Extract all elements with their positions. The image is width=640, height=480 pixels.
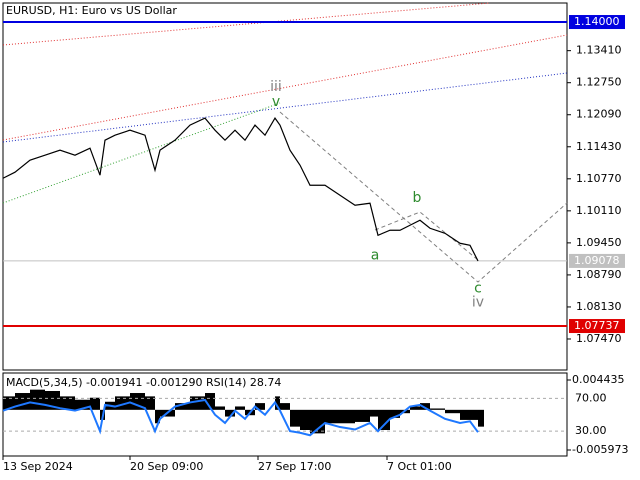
level-label-box — [569, 319, 625, 334]
wave-label: a — [371, 247, 380, 263]
macd-bar — [340, 409, 355, 424]
y-tick-label: 1.12090 — [576, 108, 622, 121]
level-label: 1.14000 — [574, 15, 620, 28]
y-tick-label: 1.08790 — [576, 268, 622, 281]
macd-bar — [225, 409, 235, 417]
macd-bar — [378, 409, 390, 431]
y-tick-label: 1.10770 — [576, 172, 622, 185]
y-tick-label: 0.004435 — [572, 373, 625, 386]
wave-label: iv — [472, 294, 484, 310]
macd-bar — [325, 409, 340, 424]
x-tick-label: 13 Sep 2024 — [3, 460, 73, 473]
macd-bar — [205, 393, 215, 410]
level-label: 1.09078 — [574, 254, 620, 267]
macd-bar — [470, 409, 478, 420]
y2-tick-label: 30.00 — [575, 424, 607, 437]
wave-label: c — [474, 280, 482, 296]
macd-bar — [410, 406, 420, 410]
macd-bar — [15, 393, 30, 410]
macd-bar — [355, 409, 370, 422]
trend-lines — [2, 2, 568, 283]
macd-bar — [300, 409, 310, 431]
macd-bar — [130, 393, 145, 410]
level-label-box — [569, 253, 625, 268]
macd-bar — [90, 397, 100, 410]
macd-bar — [60, 396, 75, 410]
level-label: 1.07737 — [574, 319, 620, 332]
macd-bar — [280, 403, 290, 410]
macd-bar — [175, 403, 190, 410]
y-tick-label: 1.10110 — [576, 204, 622, 217]
indicator-title: MACD(5,34,5) -0.001941 -0.001290 RSI(14)… — [6, 376, 281, 389]
chart-title: EURUSD, H1: Euro vs US Dollar — [6, 4, 177, 17]
macd-bar — [420, 403, 430, 410]
y-tick-label: -0.005973 — [572, 443, 628, 456]
indicator-panel — [2, 372, 568, 457]
macd-bar — [310, 409, 325, 434]
level-label-box — [569, 15, 625, 30]
macd-bar — [3, 396, 15, 410]
macd-bar — [275, 396, 280, 410]
y-tick-label: 1.08130 — [576, 300, 622, 313]
macd-bar — [255, 403, 265, 410]
macd-bar — [390, 409, 400, 418]
price-panel — [2, 2, 568, 371]
y2-tick-label: 70.00 — [575, 391, 607, 404]
y-tick-label: 1.12750 — [576, 76, 622, 89]
wave-label: v — [272, 94, 280, 110]
macd-bar — [445, 409, 460, 414]
macd-bar — [478, 409, 484, 427]
macd-bar — [235, 406, 245, 410]
y-tick-label: 1.13410 — [576, 44, 622, 57]
rsi-line — [2, 398, 479, 437]
wave-label: b — [413, 190, 422, 206]
y-tick-label: 1.11430 — [576, 140, 622, 153]
macd-bar — [460, 409, 470, 420]
macd-bar — [30, 389, 45, 410]
x-tick-label: 27 Sep 17:00 — [258, 460, 331, 473]
macd-bar — [290, 409, 300, 427]
macd-bar — [430, 408, 445, 410]
macd-bar — [75, 399, 90, 410]
price-line — [2, 117, 479, 262]
wave-label: iii — [270, 79, 282, 95]
macd-bar — [215, 406, 225, 410]
macd-bar — [370, 409, 378, 417]
macd-bar — [145, 396, 155, 410]
y-tick-label: 1.09450 — [576, 236, 622, 249]
y-tick-label: 1.07470 — [576, 332, 622, 345]
x-tick-label: 7 Oct 01:00 — [387, 460, 452, 473]
macd-bar — [155, 409, 160, 424]
x-tick-label: 20 Sep 09:00 — [130, 460, 203, 473]
